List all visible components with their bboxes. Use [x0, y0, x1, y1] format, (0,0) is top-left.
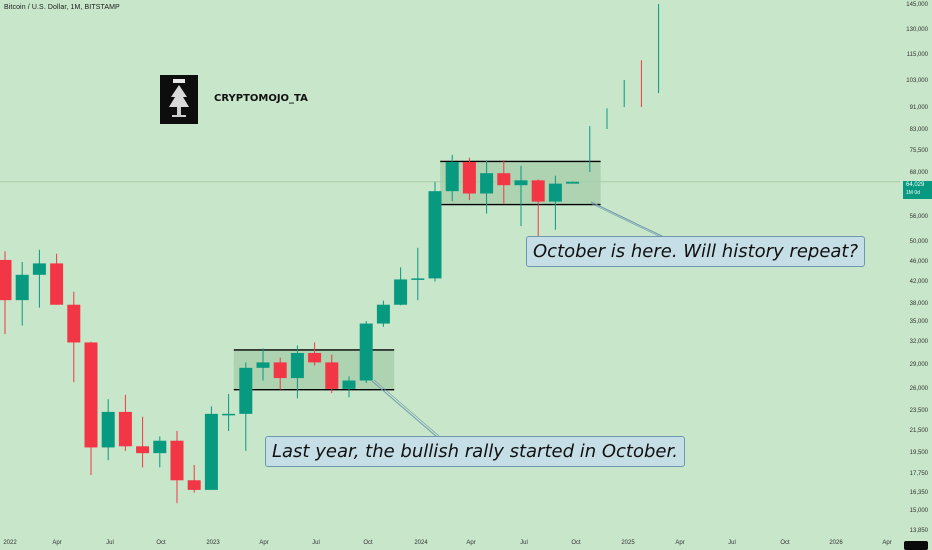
candle-body: [153, 440, 167, 454]
y-tick-label: 115,000: [907, 52, 929, 58]
x-tick-label: Apr: [675, 540, 684, 546]
candle-body: [428, 191, 442, 279]
candle-body: [32, 263, 46, 275]
y-tick-label: 17,750: [910, 471, 929, 477]
watermark-name: CRYPTOMOJO_TA: [214, 93, 308, 104]
candle-body: [67, 304, 81, 343]
x-tick-label: Oct: [571, 540, 581, 546]
y-tick-label: 83,000: [910, 127, 929, 133]
candle-body: [342, 380, 356, 389]
y-tick-label: 35,000: [910, 319, 929, 325]
x-tick-label: Apr: [882, 540, 891, 546]
y-tick-label: 145,000: [906, 2, 928, 8]
y-tick-label: 46,000: [910, 259, 929, 265]
candle-body: [50, 263, 64, 305]
y-tick-label: 38,000: [910, 301, 929, 307]
x-tick-label: Jul: [728, 540, 736, 546]
x-tick-label: 2022: [3, 540, 17, 546]
x-tick-label: Jul: [520, 540, 528, 546]
x-tick-label: 2025: [621, 540, 635, 546]
x-tick-label: Oct: [156, 540, 166, 546]
x-tick-label: Jul: [106, 540, 114, 546]
y-tick-label: 15,000: [910, 508, 929, 514]
candle-body: [548, 183, 562, 202]
candle-body: [376, 304, 390, 324]
x-tick-label: Jul: [312, 540, 320, 546]
y-tick-label: 16,350: [910, 490, 929, 496]
candle-body: [204, 413, 218, 490]
callout-connector: [591, 203, 668, 241]
x-tick-label: Oct: [780, 540, 790, 546]
candle-body: [239, 367, 253, 414]
y-tick-label: 13,850: [910, 528, 929, 534]
y-tick-label: 130,000: [906, 27, 928, 33]
x-tick-label: Apr: [52, 540, 61, 546]
x-tick-label: 2023: [206, 540, 220, 546]
candle-body: [0, 259, 12, 301]
symbol-title: Bitcoin / U.S. Dollar, 1M, BITSTAMP: [4, 4, 120, 11]
candle-body: [411, 278, 425, 280]
y-tick-label: 42,000: [910, 279, 929, 285]
x-tick-label: 2026: [829, 540, 843, 546]
y-tick-label: 103,000: [906, 78, 928, 84]
candle-body: [187, 480, 201, 490]
x-tick-label: Oct: [363, 540, 373, 546]
candle-body: [566, 181, 580, 184]
candle-body: [101, 411, 115, 448]
callout-connector: [371, 380, 438, 438]
candle-body: [514, 180, 528, 186]
y-tick-label: 91,000: [910, 105, 929, 111]
candle-body: [445, 162, 459, 192]
candle-body: [325, 362, 339, 389]
candle-body: [222, 413, 236, 416]
candle-body: [497, 173, 511, 186]
candle-body: [359, 323, 373, 381]
candle-body: [256, 362, 270, 368]
callout-connector: [590, 201, 667, 239]
callout-upper: October is here. Will history repeat?: [526, 236, 866, 267]
candle-body: [84, 342, 98, 448]
y-tick-label: 50,000: [910, 239, 929, 245]
bar-countdown: 1M 0d: [906, 190, 920, 196]
candle-body: [290, 352, 304, 379]
y-tick-label: 75,500: [910, 148, 929, 154]
y-tick-label: 19,500: [910, 450, 929, 456]
callout-lower: Last year, the bullish rally started in …: [265, 436, 685, 467]
x-tick-label: Apr: [259, 540, 268, 546]
current-price-badge: 64,029 1M 0d: [903, 181, 932, 199]
y-tick-label: 23,500: [910, 408, 929, 414]
current-price: 64,029: [906, 182, 925, 188]
candle-body: [170, 440, 184, 481]
callout-connector: [373, 379, 440, 437]
tradingview-logo-icon: [904, 541, 928, 550]
candle-body: [308, 352, 322, 363]
y-tick-label: 21,500: [910, 428, 929, 434]
y-tick-label: 68,000: [910, 170, 929, 176]
y-tick-label: 32,000: [910, 339, 929, 345]
candle-body: [136, 446, 150, 454]
candle-body: [462, 162, 476, 194]
y-tick-label: 26,000: [910, 386, 929, 392]
candle-body: [118, 411, 132, 447]
x-tick-label: 2024: [414, 540, 428, 546]
candle-body: [273, 362, 287, 379]
x-tick-label: Apr: [466, 540, 475, 546]
candle-body: [15, 274, 29, 301]
candle-body: [394, 279, 408, 305]
candle-body: [531, 180, 545, 202]
brand-logo: [160, 75, 198, 124]
y-tick-label: 29,000: [910, 362, 929, 368]
y-tick-label: 56,000: [910, 214, 929, 220]
candle-body: [480, 173, 494, 194]
